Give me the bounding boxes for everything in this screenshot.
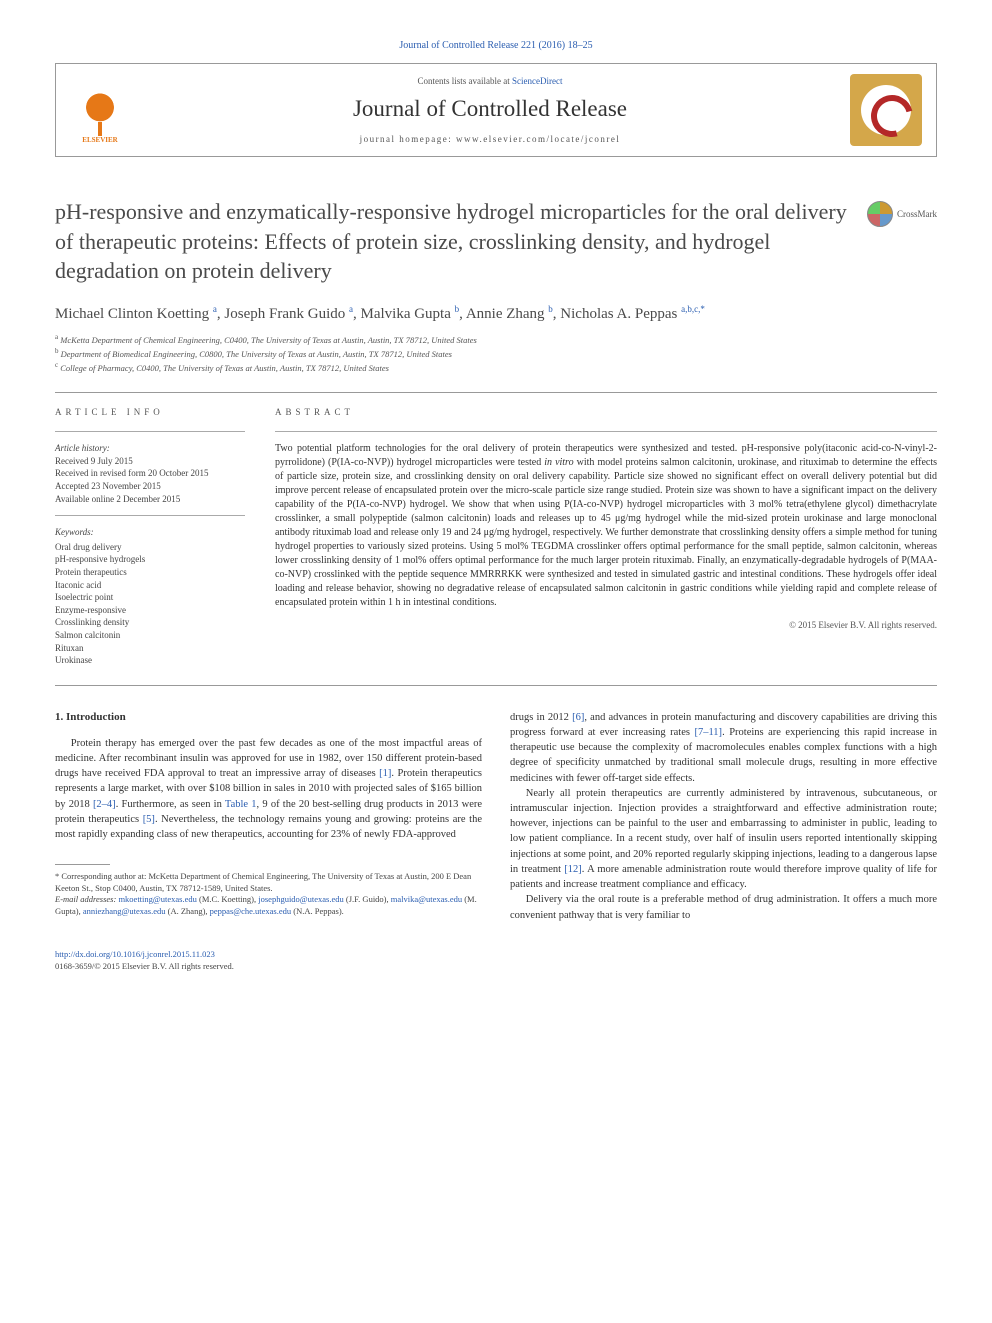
email-link[interactable]: malvika@utexas.edu <box>391 894 462 904</box>
sciencedirect-link[interactable]: ScienceDirect <box>512 76 562 86</box>
keyword: Isoelectric point <box>55 591 245 604</box>
corresponding-author: * Corresponding author at: McKetta Depar… <box>55 871 482 894</box>
history-label: Article history: <box>55 442 245 455</box>
doi-block: http://dx.doi.org/10.1016/j.jconrel.2015… <box>55 949 482 973</box>
ref-link[interactable]: [2–4] <box>93 799 116 810</box>
homepage-prefix: journal homepage: <box>360 134 456 144</box>
crossmark-badge[interactable]: CrossMark <box>867 201 937 227</box>
body-paragraph: Nearly all protein therapeutics are curr… <box>510 786 937 893</box>
keyword: Oral drug delivery <box>55 541 245 554</box>
elsevier-logo[interactable]: ELSEVIER <box>70 76 130 144</box>
email-addresses: E-mail addresses: mkoetting@utexas.edu (… <box>55 894 482 917</box>
ref-link[interactable]: [1] <box>379 768 391 779</box>
issn-copyright: 0168-3659/© 2015 Elsevier B.V. All right… <box>55 961 234 971</box>
keyword: Itaconic acid <box>55 579 245 592</box>
keyword: Crosslinking density <box>55 616 245 629</box>
journal-header: ELSEVIER Contents lists available at Sci… <box>55 63 937 157</box>
body-columns: 1. Introduction Protein therapy has emer… <box>55 710 937 973</box>
journal-name: Journal of Controlled Release <box>130 96 850 122</box>
section-heading: 1. Introduction <box>55 710 482 726</box>
homepage-line: journal homepage: www.elsevier.com/locat… <box>130 134 850 144</box>
keyword: Protein therapeutics <box>55 566 245 579</box>
history-line: Accepted 23 November 2015 <box>55 480 245 493</box>
author-list: Michael Clinton Koetting a, Joseph Frank… <box>55 304 937 323</box>
email-label: E-mail addresses: <box>55 894 116 904</box>
abstract-rule <box>275 431 937 432</box>
ref-link[interactable]: [7–11] <box>694 727 722 738</box>
keywords-block: Keywords: Oral drug deliverypH-responsiv… <box>55 526 245 667</box>
rule-top <box>55 392 937 393</box>
info-rule-2 <box>55 515 245 516</box>
homepage-url[interactable]: www.elsevier.com/locate/jconrel <box>456 134 620 144</box>
contents-prefix: Contents lists available at <box>418 76 512 86</box>
ref-link[interactable]: [12] <box>564 864 582 875</box>
keyword: Rituxan <box>55 642 245 655</box>
doi-link[interactable]: http://dx.doi.org/10.1016/j.jconrel.2015… <box>55 949 215 959</box>
contents-line: Contents lists available at ScienceDirec… <box>130 76 850 86</box>
keywords-label: Keywords: <box>55 526 245 539</box>
body-paragraph: Delivery via the oral route is a prefera… <box>510 892 937 922</box>
email-link[interactable]: peppas@che.utexas.edu <box>210 906 291 916</box>
journal-cover-icon[interactable] <box>850 74 922 146</box>
article-title: pH-responsive and enzymatically-responsi… <box>55 197 855 286</box>
body-col-right: drugs in 2012 [6], and advances in prote… <box>510 710 937 973</box>
keyword: Urokinase <box>55 654 245 667</box>
article-info-col: article info Article history: Received 9… <box>55 407 245 667</box>
page-root: Journal of Controlled Release 221 (2016)… <box>0 0 992 1003</box>
ref-link[interactable]: [6] <box>572 712 584 723</box>
crossmark-label: CrossMark <box>897 209 937 219</box>
top-citation[interactable]: Journal of Controlled Release 221 (2016)… <box>55 40 937 51</box>
table-ref-link[interactable]: Table 1 <box>225 799 257 810</box>
affiliations: a McKetta Department of Chemical Enginee… <box>55 333 937 374</box>
abstract-text: Two potential platform technologies for … <box>275 442 937 610</box>
footnotes: * Corresponding author at: McKetta Depar… <box>55 871 482 917</box>
crossmark-icon <box>867 201 893 227</box>
journal-cover-inner-icon <box>861 85 911 135</box>
rule-bottom <box>55 685 937 686</box>
email-link[interactable]: mkoetting@utexas.edu <box>118 894 196 904</box>
article-info-label: article info <box>55 407 245 417</box>
abstract-copyright: © 2015 Elsevier B.V. All rights reserved… <box>275 620 937 630</box>
article-history: Article history: Received 9 July 2015Rec… <box>55 442 245 505</box>
body-paragraph: Protein therapy has emerged over the pas… <box>55 736 482 843</box>
history-line: Available online 2 December 2015 <box>55 493 245 506</box>
history-line: Received 9 July 2015 <box>55 455 245 468</box>
abstract-label: abstract <box>275 407 937 417</box>
keyword: Salmon calcitonin <box>55 629 245 642</box>
ref-link[interactable]: [5] <box>143 814 155 825</box>
header-center: Contents lists available at ScienceDirec… <box>130 76 850 144</box>
info-abstract-row: article info Article history: Received 9… <box>55 407 937 667</box>
keyword: pH-responsive hydrogels <box>55 553 245 566</box>
email-link[interactable]: josephguido@utexas.edu <box>258 894 344 904</box>
history-line: Received in revised form 20 October 2015 <box>55 467 245 480</box>
body-paragraph: drugs in 2012 [6], and advances in prote… <box>510 710 937 786</box>
publisher-label: ELSEVIER <box>82 136 117 144</box>
footnote-separator <box>55 864 110 865</box>
body-col-left: 1. Introduction Protein therapy has emer… <box>55 710 482 973</box>
title-row: pH-responsive and enzymatically-responsi… <box>55 197 937 286</box>
info-rule-1 <box>55 431 245 432</box>
elsevier-tree-icon <box>81 92 119 136</box>
abstract-col: abstract Two potential platform technolo… <box>275 407 937 667</box>
email-link[interactable]: anniezhang@utexas.edu <box>83 906 166 916</box>
keyword: Enzyme-responsive <box>55 604 245 617</box>
